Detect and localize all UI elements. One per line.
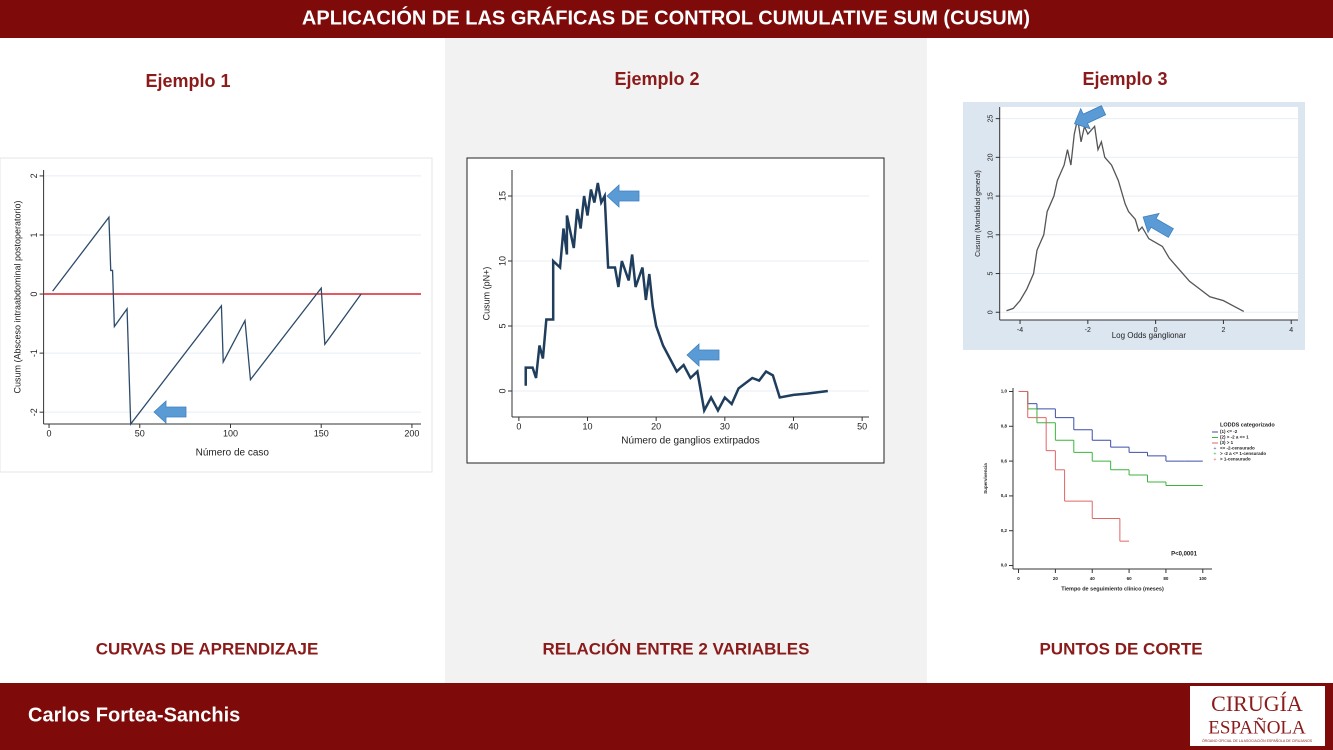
x-axis-label: Número de ganglios extirpados — [621, 436, 759, 447]
y-tick-label: 0 — [497, 388, 507, 393]
arrow — [606, 184, 640, 208]
y-axis-label: Supervivencia — [983, 463, 988, 494]
legend-symbol: + — [1214, 451, 1217, 457]
y-axis-label: Cusum (pN+) — [481, 267, 491, 321]
y-tick-label: 10 — [988, 231, 995, 239]
y-tick-label: -1 — [29, 349, 39, 357]
x-tick-label: 150 — [314, 428, 329, 438]
header-bar — [0, 0, 1333, 38]
y-tick-label: 0,0 — [1001, 563, 1008, 568]
y-tick-label: 2 — [29, 173, 39, 178]
y-tick-label: 0,8 — [1001, 423, 1008, 428]
x-tick-label: 20 — [1053, 576, 1059, 581]
legend-symbol: + — [1214, 457, 1217, 463]
y-tick-label: 0,2 — [1001, 528, 1008, 533]
x-tick-label: -4 — [1017, 327, 1023, 334]
x-tick-label: 10 — [583, 421, 593, 431]
x-tick-label: -2 — [1085, 327, 1091, 334]
y-tick-label: 5 — [497, 323, 507, 328]
data-line — [52, 215, 362, 426]
x-tick-label: 20 — [651, 421, 661, 431]
x-tick-label: 2 — [1221, 327, 1225, 334]
x-tick-label: 0 — [1017, 576, 1020, 581]
x-tick-label: 80 — [1163, 576, 1169, 581]
arrow — [686, 343, 720, 367]
plot-area — [1013, 388, 1212, 569]
legend-entry: > 1-censurado — [1220, 457, 1251, 462]
x-tick-label: 200 — [404, 428, 419, 438]
y-tick-label: 1 — [29, 232, 39, 237]
y-tick-label: 0 — [29, 292, 39, 297]
x-tick-label: 40 — [1090, 576, 1096, 581]
x-axis-label: Número de caso — [196, 448, 270, 459]
x-tick-label: 0 — [1154, 327, 1158, 334]
column-heading: Ejemplo 1 — [145, 71, 230, 91]
footer-bar — [0, 683, 1333, 750]
legend-entry: (1) <= -2 — [1220, 429, 1238, 434]
column-caption: RELACIÓN ENTRE 2 VARIABLES — [543, 639, 810, 658]
y-tick-label: 5 — [988, 271, 995, 275]
column-heading: Ejemplo 3 — [1082, 69, 1167, 89]
arrow — [1073, 105, 1107, 130]
data-line — [1006, 118, 1245, 313]
legend-entry: (3) > 1 — [1220, 440, 1234, 445]
legend-entry: <= -2-censurado — [1220, 446, 1255, 451]
slide-title: APLICACIÓN DE LAS GRÁFICAS DE CONTROL CU… — [302, 5, 1030, 29]
y-tick-label: 25 — [988, 115, 995, 123]
x-tick-label: 40 — [788, 421, 798, 431]
y-tick-label: 10 — [497, 256, 507, 266]
plot-area — [512, 170, 869, 417]
plot-area — [43, 170, 421, 424]
legend-symbol: + — [1214, 446, 1217, 452]
column-heading: Ejemplo 2 — [614, 69, 699, 89]
y-tick-label: 20 — [988, 153, 995, 161]
x-tick-label: 30 — [720, 421, 730, 431]
logo — [1190, 686, 1325, 746]
x-axis-label: Log Odds ganglionar — [1112, 331, 1187, 340]
y-tick-label: 15 — [988, 192, 995, 200]
x-tick-label: 50 — [135, 428, 145, 438]
column-caption: PUNTOS DE CORTE — [1039, 639, 1202, 658]
logo-text: ESPAÑOLA — [1208, 716, 1306, 738]
logo-text: CIRUGÍA — [1211, 691, 1303, 716]
x-tick-label: 0 — [516, 421, 521, 431]
author: Carlos Fortea-Sanchis — [28, 704, 240, 726]
x-tick-label: 100 — [1199, 576, 1207, 581]
y-axis-label: Cusum (Mortalidad general) — [975, 170, 982, 257]
logo-tagline: ÓRGANO OFICIAL DE LA ASOCIACIÓN ESPAÑOLA… — [1202, 738, 1313, 743]
plot-area — [999, 107, 1298, 320]
legend-title: LODDS categorizado — [1220, 422, 1275, 428]
y-tick-label: -2 — [29, 408, 39, 416]
y-tick-label: 15 — [497, 191, 507, 201]
y-tick-label: 1,0 — [1001, 389, 1008, 394]
legend-entry: (2) > -2 a <= 1 — [1220, 435, 1249, 440]
x-tick-label: 60 — [1127, 576, 1133, 581]
arrow — [153, 400, 187, 424]
x-tick-label: 4 — [1289, 327, 1293, 334]
annotation: P<0,0001 — [1171, 552, 1198, 558]
y-tick-label: 0,4 — [1001, 493, 1008, 498]
x-tick-label: 50 — [857, 421, 867, 431]
y-tick-label: 0,6 — [1001, 458, 1008, 463]
y-axis-label: Cusum (Absceso intraabdominal postoperat… — [12, 200, 22, 393]
column-caption: CURVAS DE APRENDIZAJE — [96, 639, 319, 658]
legend-entry: > -2 a <= 1-censurado — [1220, 451, 1266, 456]
y-tick-label: 0 — [988, 310, 995, 314]
data-line — [524, 182, 828, 415]
arrow — [1142, 212, 1174, 238]
x-axis-label: Tiempo de seguimiento clínico (meses) — [1061, 586, 1164, 592]
x-tick-label: 0 — [47, 428, 52, 438]
x-tick-label: 100 — [223, 428, 238, 438]
